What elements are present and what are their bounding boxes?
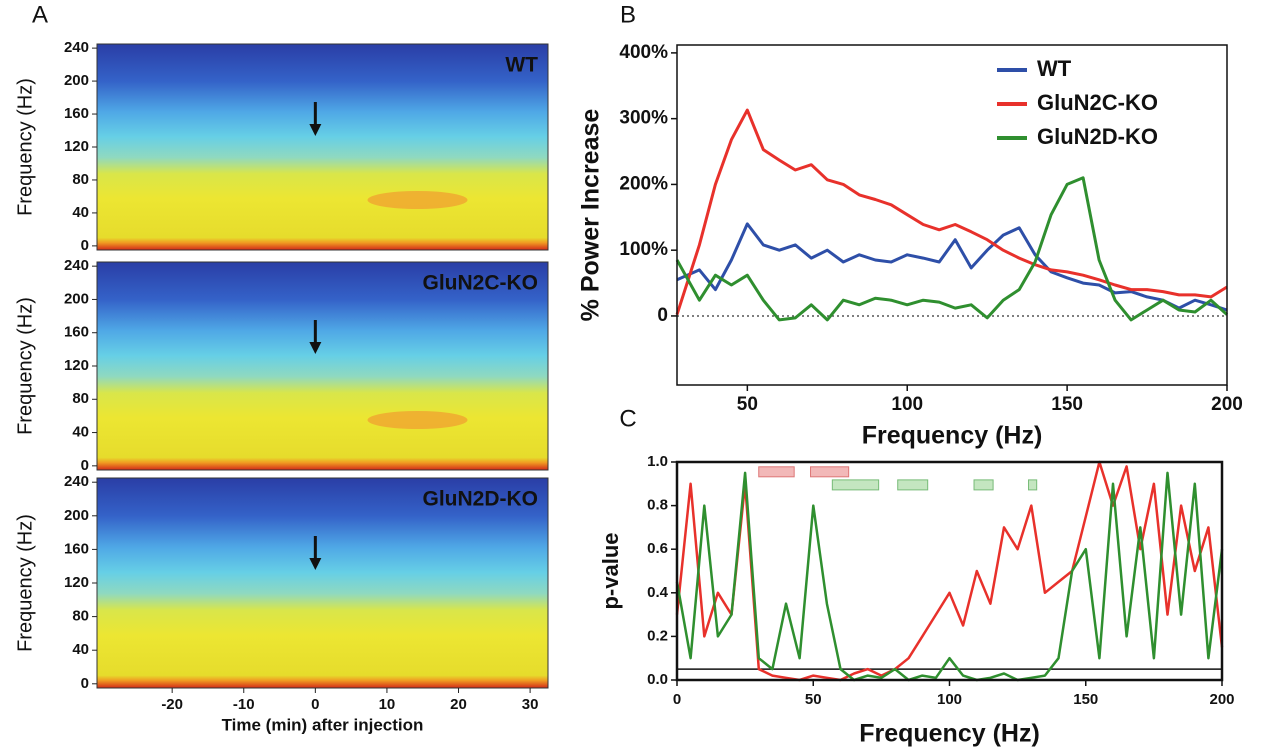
injection-arrowhead <box>309 342 322 354</box>
x-tick-label: 30 <box>522 696 539 713</box>
x-axis-label: Time (min) after injection <box>222 715 424 734</box>
legend-label: WT <box>1037 56 1072 81</box>
significance-bar <box>831 479 880 491</box>
y-tick-label: 0 <box>657 305 668 326</box>
spectrogram-image <box>97 262 548 470</box>
spectrogram-hotspot <box>367 191 468 209</box>
x-tick-label: 200 <box>1209 691 1234 708</box>
data-line <box>676 222 1228 312</box>
x-tick-label: 100 <box>891 394 923 415</box>
data-line <box>675 108 1228 316</box>
spectrogram-image <box>97 478 548 688</box>
y-tick-label: 0.6 <box>647 540 668 557</box>
y-axis-label: p-value <box>598 532 623 609</box>
spectrogram-label: WT <box>505 54 538 77</box>
x-axis-label: Frequency (Hz) <box>859 720 1040 748</box>
x-tick-label: 50 <box>737 394 758 415</box>
y-tick-label: 120 <box>64 138 89 155</box>
legend-label: GluN2C-KO <box>1037 90 1158 115</box>
y-tick-label: 240 <box>64 473 89 490</box>
x-axis-label: Frequency (Hz) <box>862 422 1043 450</box>
x-tick-label: 150 <box>1051 394 1083 415</box>
y-tick-label: 160 <box>64 540 89 557</box>
injection-arrowhead <box>309 124 322 136</box>
data-line <box>675 471 1224 682</box>
y-axis-label: % Power Increase <box>577 109 605 322</box>
y-tick-label: 80 <box>72 171 89 188</box>
y-tick-label: 240 <box>64 257 89 274</box>
y-tick-label: 200 <box>64 72 89 89</box>
x-tick-label: 100 <box>937 691 962 708</box>
spectrogram-label: GluN2D-KO <box>423 488 539 511</box>
significance-bar <box>1028 479 1038 491</box>
y-tick-label: 240 <box>64 39 89 56</box>
y-axis-label: Frequency (Hz) <box>14 297 36 435</box>
x-tick-label: 10 <box>379 696 396 713</box>
data-line <box>675 460 1224 682</box>
x-tick-label: 150 <box>1073 691 1098 708</box>
y-tick-label: 120 <box>64 574 89 591</box>
x-tick-label: 0 <box>311 696 319 713</box>
y-tick-label: 40 <box>72 641 89 658</box>
y-tick-label: 40 <box>72 424 89 441</box>
y-tick-label: 300% <box>619 108 668 129</box>
spectrogram-hotspot <box>367 411 468 429</box>
spectrogram-label: GluN2C-KO <box>423 272 539 295</box>
x-tick-label: 50 <box>805 691 822 708</box>
y-tick-label: 40 <box>72 204 89 221</box>
y-tick-label: 0.2 <box>647 627 668 644</box>
data-line <box>675 176 1229 322</box>
plot-frame <box>676 44 1228 386</box>
panel-label: B <box>620 1 636 28</box>
y-axis-label: Frequency (Hz) <box>14 78 36 216</box>
legend-label: GluN2D-KO <box>1037 124 1158 149</box>
injection-arrowhead <box>309 558 322 570</box>
y-tick-label: 120 <box>64 357 89 374</box>
panel-label: C <box>619 405 636 432</box>
y-tick-label: 0 <box>81 237 89 254</box>
x-tick-label: -10 <box>233 696 255 713</box>
significance-bar <box>810 466 850 478</box>
y-tick-label: 160 <box>64 324 89 341</box>
spectrogram-image <box>97 44 548 250</box>
y-tick-label: 0.0 <box>647 671 668 688</box>
y-tick-label: 400% <box>619 42 668 63</box>
y-tick-label: 200 <box>64 507 89 524</box>
y-tick-label: 100% <box>619 239 668 260</box>
significance-bar <box>897 479 929 491</box>
significance-bar <box>758 466 795 478</box>
y-tick-label: 0 <box>81 457 89 474</box>
y-tick-label: 1.0 <box>647 453 668 470</box>
x-tick-label: 0 <box>673 691 681 708</box>
y-tick-label: 200 <box>64 290 89 307</box>
x-tick-label: -20 <box>161 696 183 713</box>
significance-bar <box>973 479 994 491</box>
y-axis-label: Frequency (Hz) <box>14 514 36 652</box>
x-tick-label: 200 <box>1211 394 1243 415</box>
x-tick-label: 20 <box>450 696 467 713</box>
panel-label: A <box>32 1 48 28</box>
y-tick-label: 80 <box>72 390 89 407</box>
y-tick-label: 200% <box>619 173 668 194</box>
y-tick-label: 0.8 <box>647 497 668 514</box>
y-tick-label: 160 <box>64 105 89 122</box>
y-tick-label: 80 <box>72 608 89 625</box>
y-tick-label: 0.4 <box>647 584 669 601</box>
y-tick-label: 0 <box>81 675 89 692</box>
